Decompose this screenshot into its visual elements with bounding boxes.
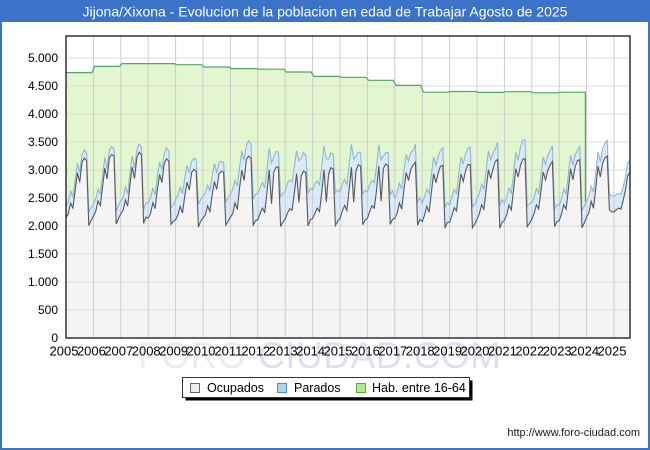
svg-text:2024: 2024 bbox=[570, 343, 599, 358]
svg-text:2016: 2016 bbox=[351, 343, 380, 358]
svg-text:2010: 2010 bbox=[187, 343, 216, 358]
svg-text:CIUDAD.COM: CIUDAD.COM bbox=[258, 335, 501, 376]
svg-text:2019: 2019 bbox=[433, 343, 462, 358]
svg-text:2008: 2008 bbox=[132, 343, 161, 358]
svg-text:2017: 2017 bbox=[378, 343, 407, 358]
svg-text:2023: 2023 bbox=[543, 343, 572, 358]
svg-text:2015: 2015 bbox=[324, 343, 353, 358]
svg-text:Parados: Parados bbox=[294, 381, 341, 395]
svg-text:5.000: 5.000 bbox=[28, 51, 58, 65]
svg-text:2.500: 2.500 bbox=[28, 191, 58, 205]
svg-text:500: 500 bbox=[38, 303, 58, 317]
svg-text:3.500: 3.500 bbox=[28, 135, 58, 149]
svg-text:2006: 2006 bbox=[77, 343, 106, 358]
svg-text:3.000: 3.000 bbox=[28, 163, 58, 177]
svg-text:FORO-: FORO- bbox=[138, 335, 260, 376]
svg-text:Jijona/Xixona - Evolucion de l: Jijona/Xixona - Evolucion de la poblacio… bbox=[83, 4, 568, 20]
svg-text:2.000: 2.000 bbox=[28, 219, 58, 233]
svg-text:Ocupados: Ocupados bbox=[207, 381, 264, 395]
svg-text:1.500: 1.500 bbox=[28, 247, 58, 261]
svg-text:2020: 2020 bbox=[461, 343, 490, 358]
svg-text:http://www.foro-ciudad.com: http://www.foro-ciudad.com bbox=[507, 427, 640, 439]
svg-text:2022: 2022 bbox=[515, 343, 544, 358]
svg-text:2014: 2014 bbox=[296, 343, 325, 358]
svg-text:0: 0 bbox=[51, 331, 58, 345]
svg-text:2021: 2021 bbox=[488, 343, 517, 358]
svg-text:2025: 2025 bbox=[598, 343, 627, 358]
svg-text:2018: 2018 bbox=[406, 343, 435, 358]
svg-text:4.000: 4.000 bbox=[28, 107, 58, 121]
svg-text:2012: 2012 bbox=[241, 343, 270, 358]
svg-text:2013: 2013 bbox=[269, 343, 298, 358]
svg-text:2011: 2011 bbox=[214, 343, 242, 358]
svg-text:2009: 2009 bbox=[159, 343, 188, 358]
svg-text:2007: 2007 bbox=[104, 343, 133, 358]
svg-text:4.500: 4.500 bbox=[28, 79, 58, 93]
svg-text:Hab. entre 16-64: Hab. entre 16-64 bbox=[372, 381, 466, 395]
svg-text:1.000: 1.000 bbox=[28, 275, 58, 289]
svg-text:2005: 2005 bbox=[50, 343, 79, 358]
